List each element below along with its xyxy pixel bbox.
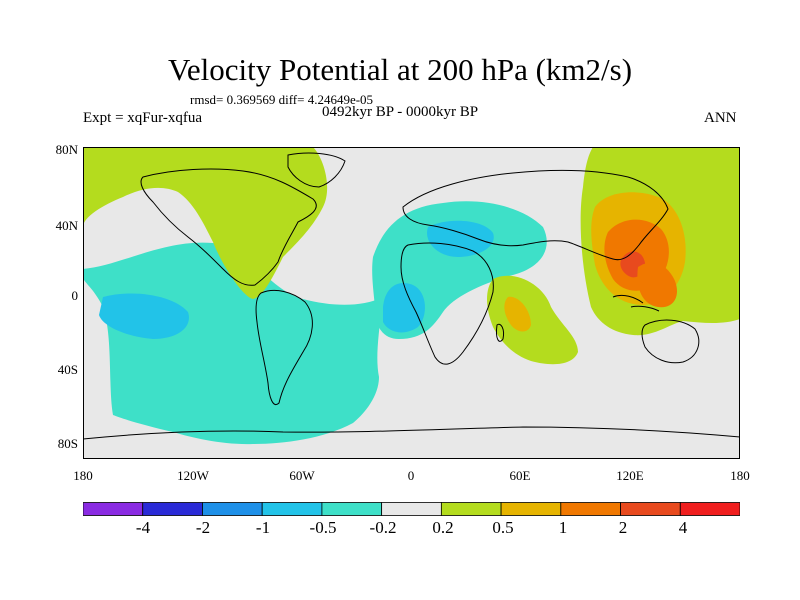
- colorbar-label: -4: [135, 518, 151, 537]
- colorbar-swatch: [679, 502, 740, 516]
- map-title: Velocity Potential at 200 hPa (km2/s): [167, 52, 633, 87]
- colorbar-swatch: [142, 502, 203, 516]
- colorbar-label: 4: [678, 518, 688, 537]
- lon-tick-180e: 180: [730, 468, 750, 483]
- colorbar-swatch: [381, 502, 442, 516]
- colorbar-swatch: [321, 502, 383, 516]
- colorbar-label: -1: [255, 518, 271, 537]
- colorbar-label: -2: [195, 518, 211, 537]
- lon-tick-0: 0: [407, 468, 415, 483]
- contour-pos-north-atlantic: [83, 147, 328, 299]
- contour-pos-indian-inner: [504, 296, 531, 332]
- lat-tick-40n: 40N: [55, 218, 78, 233]
- colorbar-swatch: [620, 502, 681, 516]
- colorbar-label: 2: [618, 518, 628, 537]
- experiment-label: Expt = xqFur-xqfua: [83, 110, 202, 126]
- colorbar-swatch: [440, 502, 502, 516]
- lon-tick-180w: 180: [73, 468, 93, 483]
- map-frame: [83, 147, 740, 459]
- contour-neg-deep-pacific: [99, 293, 189, 339]
- stats-text: rmsd= 0.369569 diff= 4.24649e-05: [190, 92, 374, 107]
- colorbar-swatch: [500, 502, 562, 516]
- coastlines: [83, 152, 740, 440]
- colorbar-label: 0.2: [432, 518, 454, 537]
- colorbar-swatch: [83, 502, 144, 516]
- lon-tick-120w: 120W: [177, 468, 209, 483]
- contour-neg-pacific: [83, 242, 383, 445]
- contour-neg-deep-med: [427, 220, 494, 257]
- colorbar-swatch: [202, 502, 263, 516]
- lat-tick-80s: 80S: [57, 436, 78, 451]
- colorbar: [83, 502, 740, 516]
- season-label: ANN: [704, 110, 737, 126]
- lat-tick-40s: 40S: [57, 362, 78, 377]
- period-label: 0492kyr BP - 0000kyr BP: [322, 104, 479, 120]
- colorbar-label: -0.2: [369, 518, 397, 537]
- colorbar-label: 0.5: [492, 518, 514, 537]
- colorbar-swatch: [560, 502, 621, 516]
- lon-tick-60w: 60W: [289, 468, 315, 483]
- lat-tick-80n: 80N: [55, 142, 78, 157]
- colorbar-label: 1: [558, 518, 568, 537]
- contour-neg-deep-africa: [383, 283, 425, 333]
- colorbar-label: -0.5: [309, 518, 337, 537]
- colorbar-swatch: [261, 502, 323, 516]
- lon-tick-120e: 120E: [616, 468, 644, 483]
- lon-tick-60e: 60E: [509, 468, 531, 483]
- contour-pos-indo: [637, 262, 678, 308]
- lat-tick-0: 0: [71, 288, 79, 303]
- velocity-potential-map: [83, 147, 740, 459]
